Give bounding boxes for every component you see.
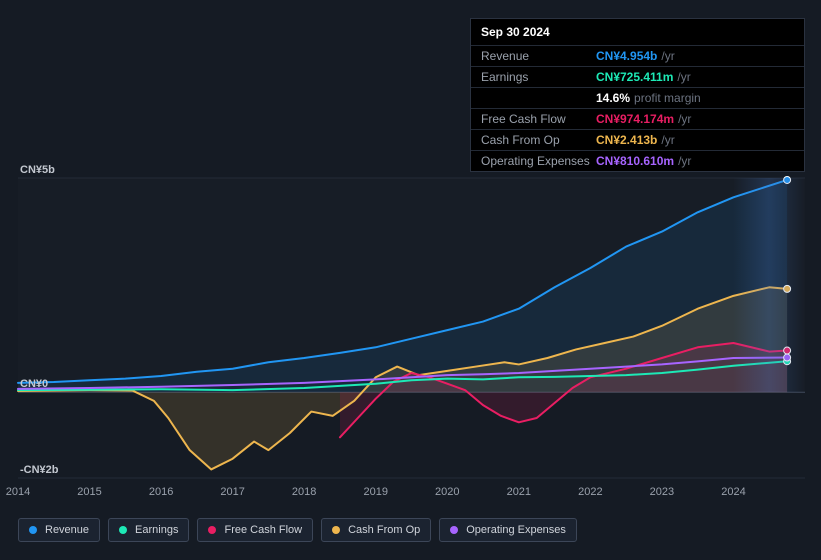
chart-legend: Revenue Earnings Free Cash Flow Cash From O… [18, 518, 577, 542]
y-axis-label: CN¥0 [20, 378, 48, 390]
x-axis-label: 2016 [149, 486, 173, 498]
x-axis-label: 2024 [721, 486, 745, 498]
legend-swatch [208, 526, 216, 534]
x-axis-label: 2014 [6, 486, 30, 498]
x-axis-label: 2022 [578, 486, 602, 498]
y-axis-label: CN¥5b [20, 164, 55, 176]
y-axis-label: -CN¥2b [20, 464, 59, 476]
legend-item-revenue[interactable]: Revenue [18, 518, 100, 542]
legend-item-op-exp[interactable]: Operating Expenses [439, 518, 577, 542]
legend-label: Operating Expenses [466, 524, 566, 536]
legend-item-free-cash-flow[interactable]: Free Cash Flow [197, 518, 313, 542]
x-axis-label: 2018 [292, 486, 316, 498]
x-axis-label: 2017 [220, 486, 244, 498]
legend-swatch [332, 526, 340, 534]
legend-item-cash-from-op[interactable]: Cash From Op [321, 518, 431, 542]
financials-chart: Sep 30 2024 RevenueCN¥4.954b/yrEarningsC… [0, 0, 821, 560]
x-axis-label: 2015 [77, 486, 101, 498]
legend-label: Revenue [45, 524, 89, 536]
legend-swatch [119, 526, 127, 534]
x-axis-label: 2020 [435, 486, 459, 498]
legend-swatch [450, 526, 458, 534]
legend-item-earnings[interactable]: Earnings [108, 518, 189, 542]
x-axis-label: 2021 [507, 486, 531, 498]
x-axis-label: 2019 [363, 486, 387, 498]
legend-label: Cash From Op [348, 524, 420, 536]
x-axis-label: 2023 [650, 486, 674, 498]
legend-label: Free Cash Flow [224, 524, 302, 536]
legend-label: Earnings [135, 524, 178, 536]
chart-plot[interactable] [0, 0, 821, 560]
legend-swatch [29, 526, 37, 534]
